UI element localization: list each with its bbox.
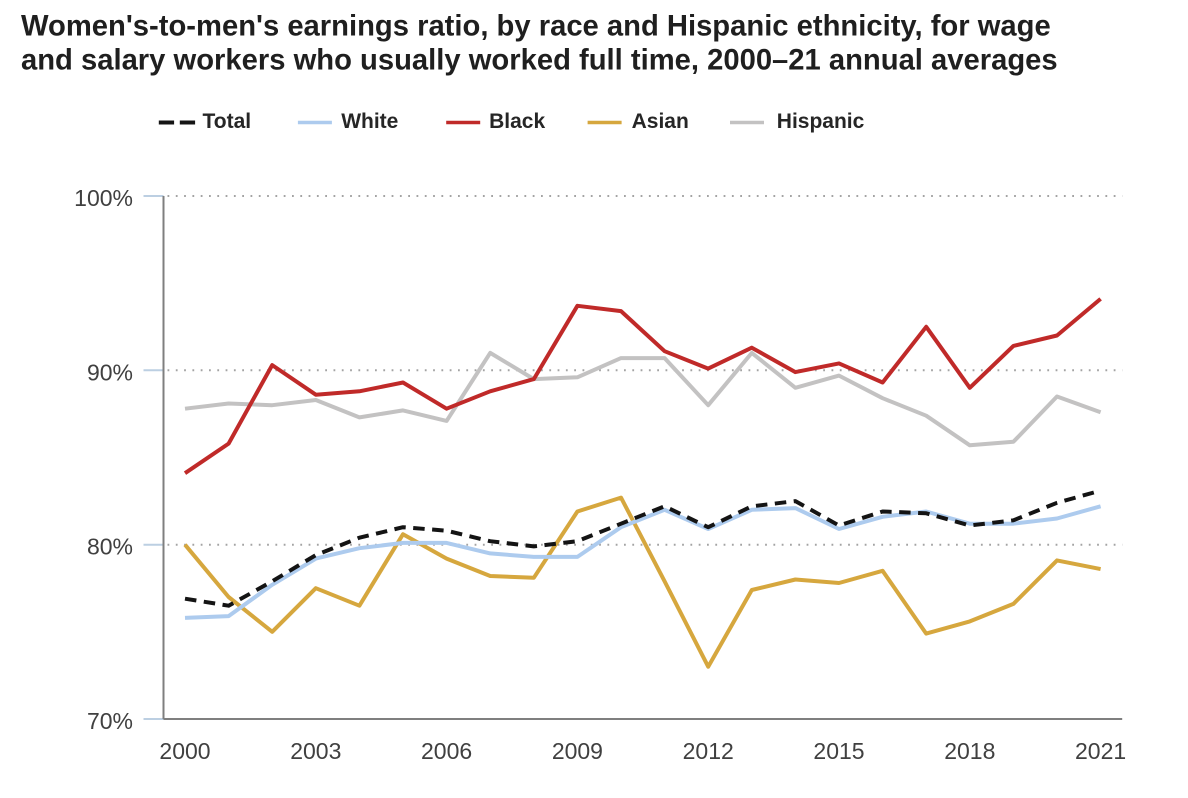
svg-text:100%: 100% (74, 185, 133, 211)
svg-text:Asian: Asian (632, 110, 689, 133)
svg-text:2012: 2012 (683, 738, 734, 764)
svg-text:2009: 2009 (552, 738, 603, 764)
svg-text:and salary workers who usually: and salary workers who usually worked fu… (21, 45, 1058, 77)
svg-text:2003: 2003 (290, 738, 341, 764)
svg-text:2015: 2015 (813, 738, 864, 764)
svg-text:2018: 2018 (944, 738, 995, 764)
svg-text:80%: 80% (87, 534, 133, 560)
svg-text:Hispanic: Hispanic (777, 110, 865, 133)
svg-text:90%: 90% (87, 359, 133, 385)
svg-text:2000: 2000 (159, 738, 210, 764)
svg-text:2021: 2021 (1075, 738, 1126, 764)
svg-text:White: White (341, 110, 398, 133)
svg-text:Total: Total (203, 110, 252, 133)
svg-text:2006: 2006 (421, 738, 472, 764)
svg-text:Black: Black (489, 110, 545, 133)
svg-text:Women's-to-men's earnings rati: Women's-to-men's earnings ratio, by race… (21, 11, 1051, 43)
svg-text:70%: 70% (87, 708, 133, 734)
